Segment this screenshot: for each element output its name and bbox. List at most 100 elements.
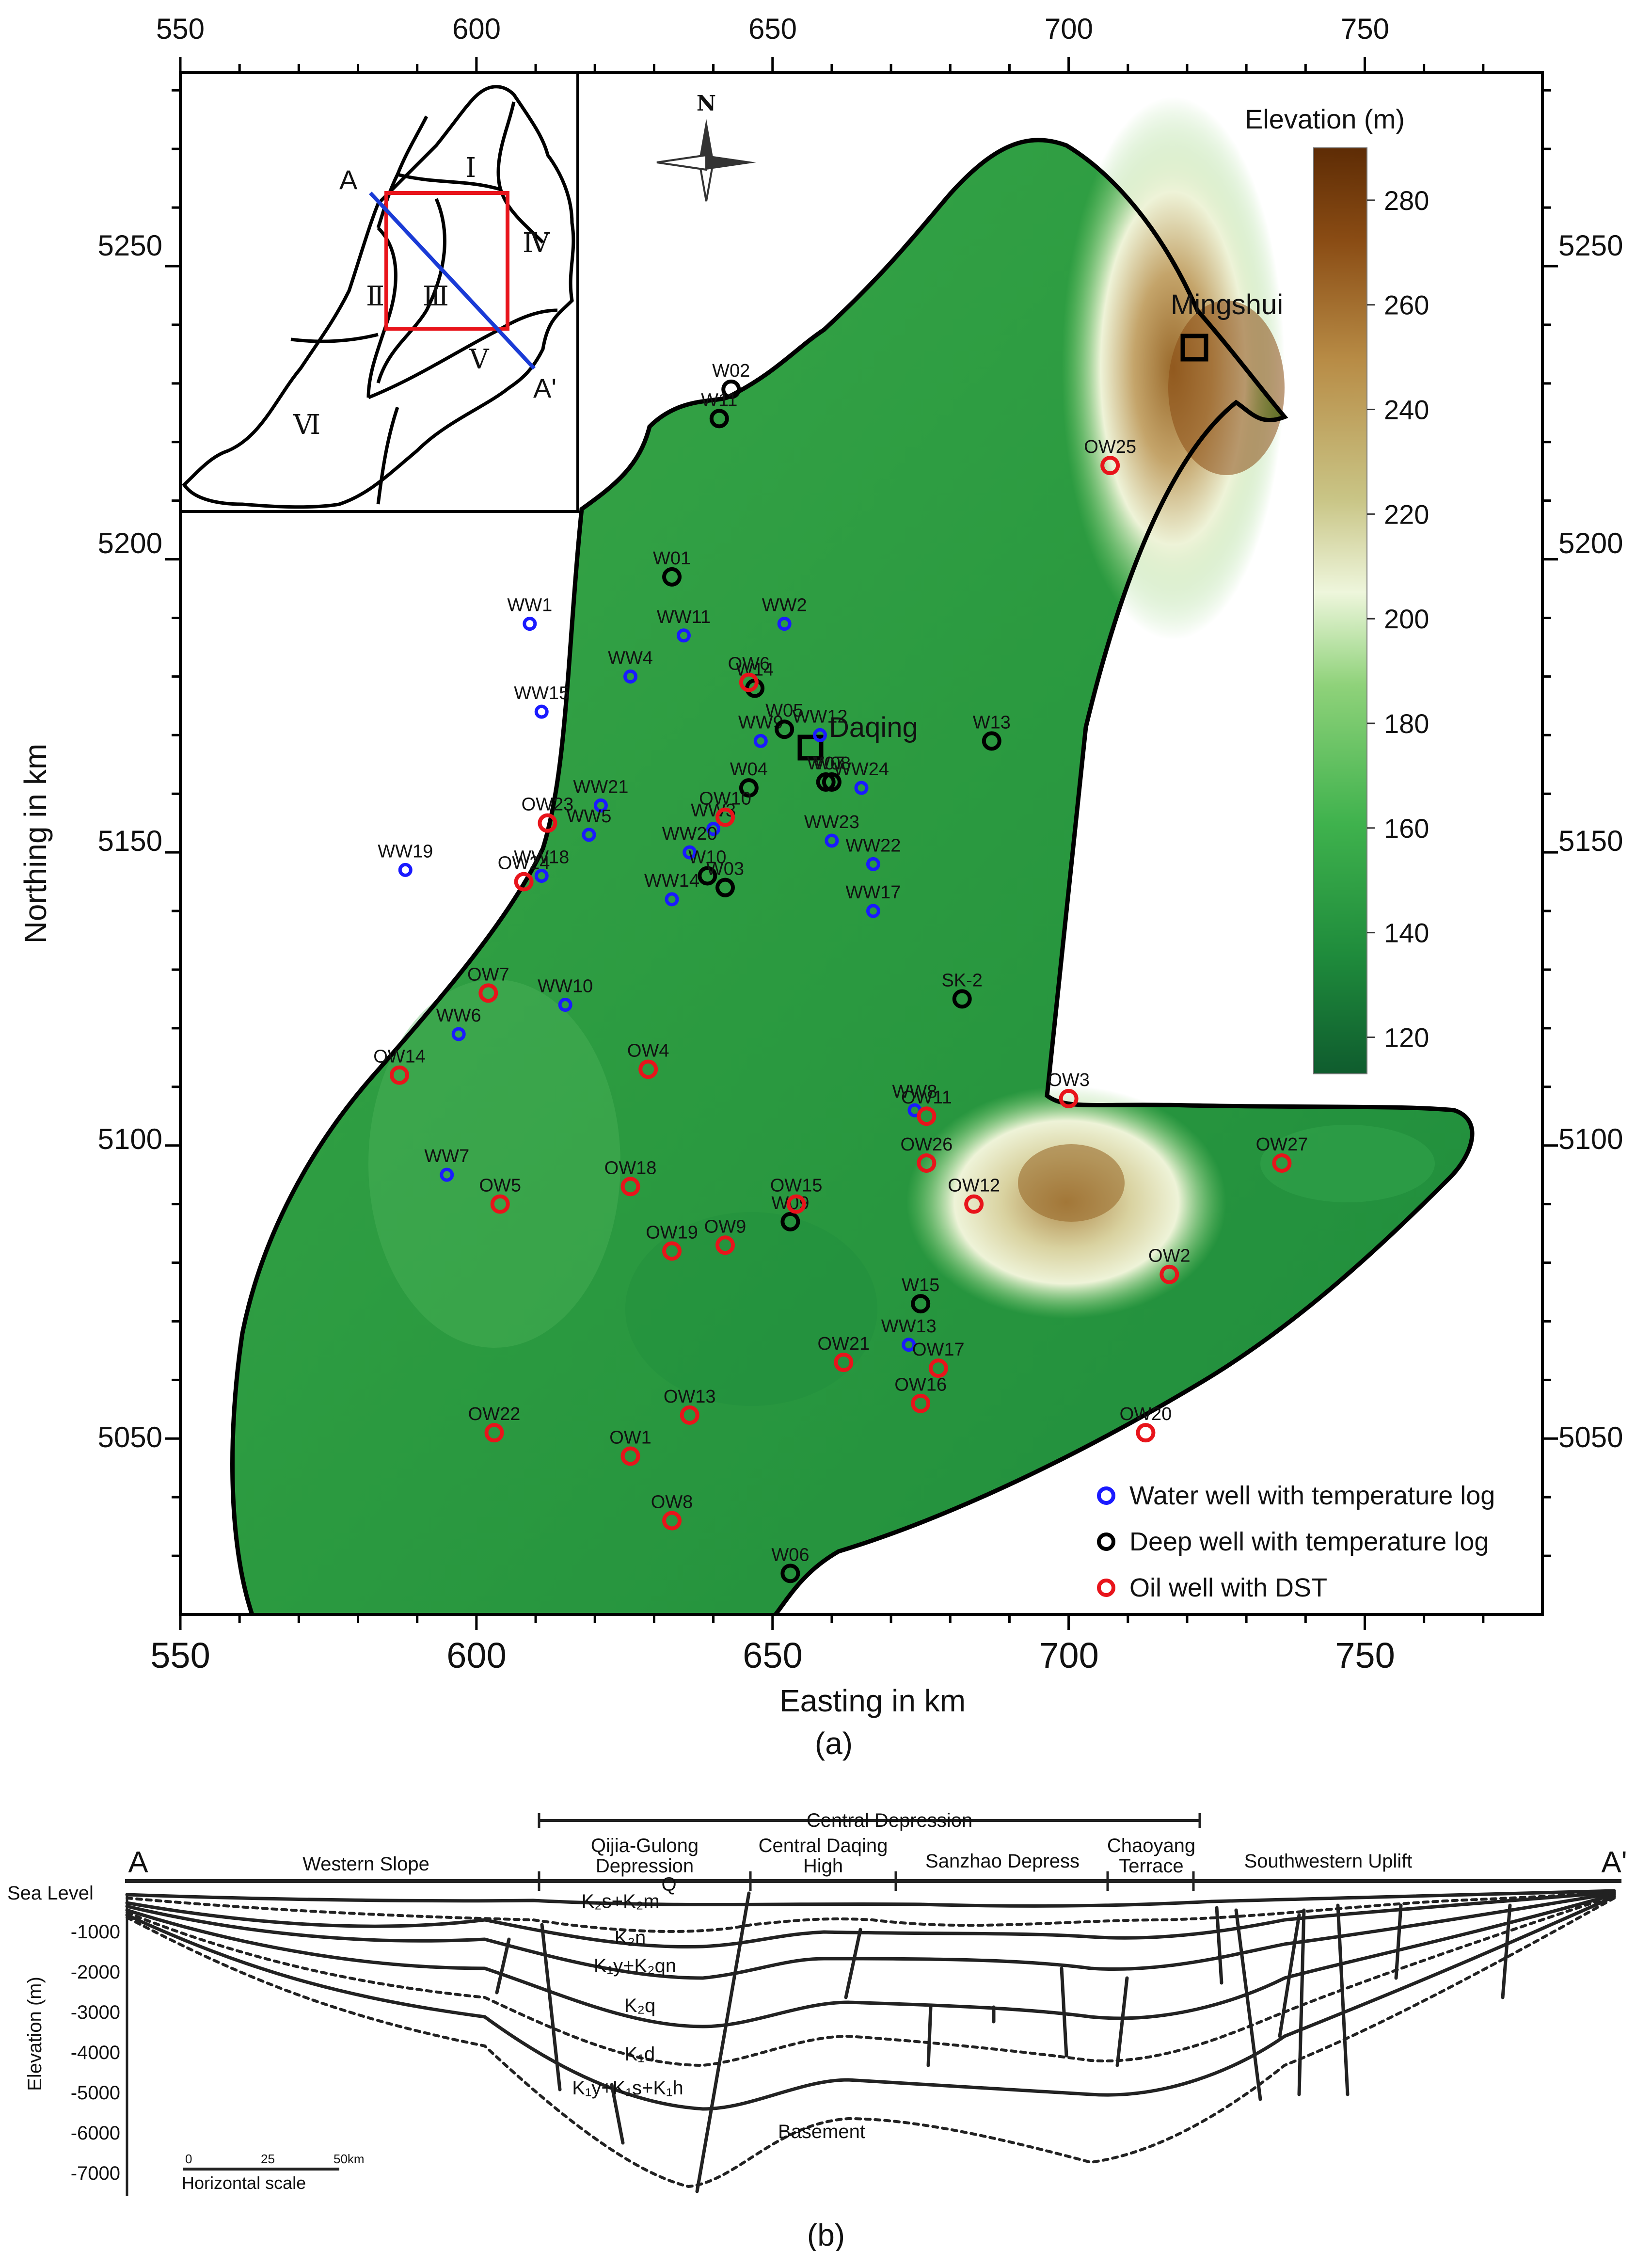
colorbar-tick-label: 220 bbox=[1384, 499, 1429, 529]
oil-well-label: OW25 bbox=[1084, 437, 1136, 457]
oil-well-label: OW20 bbox=[1120, 1404, 1172, 1424]
fault bbox=[926, 2005, 933, 2067]
colorbar-tick-label: 160 bbox=[1384, 813, 1429, 844]
colorbar-ticks: 280 260 240 220 200 180 160 140 120 bbox=[1367, 185, 1429, 1053]
deep-well-marker bbox=[952, 989, 972, 1009]
oil-well-marker bbox=[620, 1446, 640, 1466]
water-well-marker bbox=[902, 1338, 916, 1352]
water-well-marker bbox=[623, 669, 638, 684]
section-y-tick-labels: -1000 -2000 -3000 -4000 -5000 -6000 -700… bbox=[71, 1921, 120, 2184]
oil-well-marker bbox=[620, 1177, 640, 1197]
water-well-marker bbox=[706, 822, 721, 836]
panel-b-cross-section: Central Depression A A' Western Slope Qi… bbox=[7, 1810, 1627, 2251]
section-y-tick: -7000 bbox=[71, 2163, 120, 2184]
deep-well-marker bbox=[721, 379, 741, 399]
water-well-marker bbox=[866, 857, 880, 871]
deep-well-marker bbox=[662, 567, 682, 587]
stratum-label: K₂n bbox=[615, 1927, 646, 1948]
water-well-label: WW14 bbox=[644, 871, 699, 891]
fault bbox=[1278, 1913, 1301, 2038]
section-y-tick: -3000 bbox=[71, 2002, 120, 2023]
water-well-label: WW24 bbox=[834, 759, 889, 780]
y-tick-label: 5250 bbox=[98, 229, 162, 262]
section-y-tick: -4000 bbox=[71, 2042, 120, 2063]
section-y-tick: -5000 bbox=[71, 2082, 120, 2104]
town-label-mingshui: Mingshui bbox=[1171, 289, 1283, 320]
oil-well-label: OW26 bbox=[901, 1134, 953, 1155]
deep-well-label: W13 bbox=[973, 712, 1011, 733]
town-marker-mingshui bbox=[1180, 334, 1208, 362]
water-well-marker bbox=[825, 833, 839, 848]
faults bbox=[495, 1891, 1512, 2193]
oil-well-label: OW27 bbox=[1256, 1134, 1308, 1155]
x-tick-label: 750 bbox=[1335, 1635, 1395, 1676]
oil-well-label: OW11 bbox=[901, 1087, 952, 1108]
inset-region-label: Ⅳ bbox=[523, 227, 550, 259]
y-tick-label: 5050 bbox=[98, 1421, 162, 1453]
water-well-marker bbox=[866, 904, 880, 918]
x-tick-label: 600 bbox=[452, 13, 501, 45]
inset-region-label: Ⅴ bbox=[469, 344, 490, 375]
water-well-label: WW4 bbox=[608, 648, 653, 668]
water-well-label: WW7 bbox=[424, 1146, 469, 1166]
scale-tick-label: 25 bbox=[261, 2152, 275, 2166]
water-well-marker bbox=[451, 1027, 466, 1041]
water-well-marker bbox=[534, 704, 549, 719]
stratum-label: K₁y+K₁s+K₁h bbox=[572, 2077, 683, 2099]
strata-labels: Q K₂s+K₂m K₂n K₁y+K₂qn K₂q K₁d K₁y+K₁s+K… bbox=[572, 1874, 865, 2142]
north-label: N bbox=[697, 91, 716, 116]
horizon-k1d bbox=[126, 1894, 1616, 2067]
x-tick-label: 750 bbox=[1341, 13, 1389, 45]
unit-label-sanzhao: Sanzhao Depress bbox=[925, 1851, 1080, 1872]
deep-well-marker bbox=[982, 731, 1001, 751]
north-arrow: N bbox=[656, 91, 756, 202]
deep-well-marker bbox=[739, 778, 759, 798]
water-well-marker bbox=[812, 728, 827, 742]
oil-well-label: OW9 bbox=[704, 1216, 747, 1237]
water-well-marker bbox=[777, 617, 792, 631]
x-tick-label: 700 bbox=[1039, 1635, 1098, 1676]
water-well-label: WW22 bbox=[845, 835, 901, 856]
water-well-marker bbox=[593, 798, 608, 813]
terrain-texture-1 bbox=[368, 979, 620, 1348]
town-markers: Daqing Mingshui bbox=[797, 289, 1283, 761]
water-well-label: WW8 bbox=[892, 1082, 937, 1102]
oil-well-marker bbox=[917, 1153, 937, 1173]
water-well-label: WW11 bbox=[657, 607, 711, 627]
inset-boundary-line bbox=[397, 173, 500, 191]
oil-well-marker bbox=[715, 807, 735, 827]
stratum-label: K₁y+K₂qn bbox=[594, 1955, 676, 1977]
oil-well-label: OW13 bbox=[664, 1387, 716, 1407]
deep-well-label: W15 bbox=[902, 1275, 939, 1295]
fault bbox=[1234, 1908, 1262, 2101]
water-well-marker bbox=[676, 628, 691, 643]
panel-b-caption: (b) bbox=[807, 2218, 845, 2251]
water-well-marker bbox=[582, 828, 596, 842]
panel-a-caption: (a) bbox=[815, 1726, 853, 1761]
water-well-marker bbox=[558, 998, 572, 1012]
fault bbox=[1336, 1903, 1350, 2096]
central-depression-label: Central Depression bbox=[807, 1810, 972, 1831]
deep-well-marker bbox=[816, 772, 836, 792]
x-tick-labels-top: 550 600 650 700 750 bbox=[156, 13, 1389, 45]
horizon-k2s bbox=[126, 1889, 1616, 1933]
legend-oil-well-label: Oil well with DST bbox=[1129, 1573, 1327, 1602]
oil-well-marker bbox=[514, 872, 534, 892]
oil-well-label: OW4 bbox=[627, 1041, 669, 1061]
y-axis-title: Northing in km bbox=[18, 744, 53, 944]
oil-well-marker bbox=[1100, 456, 1120, 476]
water-well-marker bbox=[523, 617, 537, 631]
oil-well-label: OW8 bbox=[651, 1492, 693, 1513]
unit-label-southwestern-uplift: Southwestern Uplift bbox=[1244, 1851, 1413, 1872]
section-start-label: A bbox=[128, 1846, 148, 1879]
deep-well-marker bbox=[715, 878, 735, 897]
unit-dividers bbox=[538, 1871, 1195, 1891]
unit-label-central-daqing: Central Daqing bbox=[759, 1835, 888, 1856]
unit-label-qijia-gulong: Qijia-Gulong bbox=[591, 1835, 699, 1856]
deep-well-label: W11 bbox=[701, 390, 737, 410]
deep-well-label: SK-2 bbox=[941, 970, 982, 990]
section-y-tick: -1000 bbox=[71, 1921, 120, 1943]
section-y-tick: -6000 bbox=[71, 2123, 120, 2144]
colorbar-tick-label: 140 bbox=[1384, 918, 1429, 948]
oil-well-marker bbox=[538, 813, 557, 833]
